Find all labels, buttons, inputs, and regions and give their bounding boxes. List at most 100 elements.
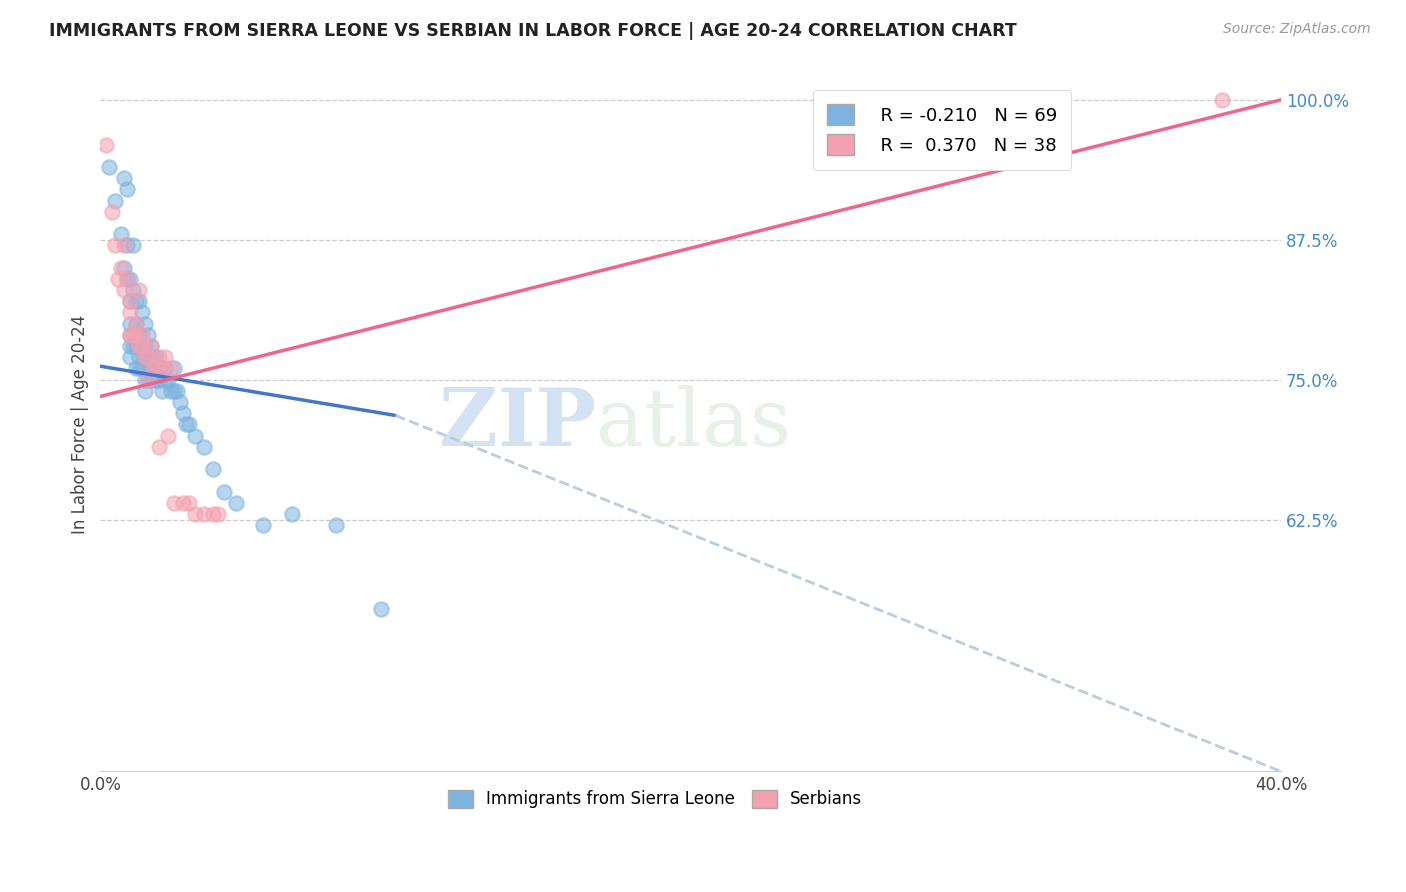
Point	[145, 361, 167, 376]
Point	[166, 384, 188, 398]
Point	[115, 238, 138, 252]
Point	[118, 305, 141, 319]
Point	[131, 339, 153, 353]
Point	[252, 518, 274, 533]
Point	[115, 272, 138, 286]
Point	[281, 507, 304, 521]
Point	[125, 327, 148, 342]
Point	[193, 440, 215, 454]
Point	[155, 351, 177, 365]
Point	[160, 384, 183, 398]
Point	[139, 339, 162, 353]
Point	[131, 327, 153, 342]
Point	[201, 462, 224, 476]
Point	[136, 373, 159, 387]
Point	[112, 238, 135, 252]
Legend: Immigrants from Sierra Leone, Serbians: Immigrants from Sierra Leone, Serbians	[441, 783, 869, 815]
Point	[169, 395, 191, 409]
Point	[142, 361, 165, 376]
Point	[148, 440, 170, 454]
Point	[134, 384, 156, 398]
Point	[136, 351, 159, 365]
Point	[134, 351, 156, 365]
Point	[118, 294, 141, 309]
Point	[142, 373, 165, 387]
Point	[118, 339, 141, 353]
Point	[142, 361, 165, 376]
Point	[121, 327, 143, 342]
Point	[118, 294, 141, 309]
Point	[110, 260, 132, 275]
Point	[115, 272, 138, 286]
Point	[128, 283, 150, 297]
Point	[131, 305, 153, 319]
Point	[128, 327, 150, 342]
Point	[118, 272, 141, 286]
Point	[107, 272, 129, 286]
Point	[150, 384, 173, 398]
Point	[325, 518, 347, 533]
Point	[201, 507, 224, 521]
Point	[104, 238, 127, 252]
Point	[118, 351, 141, 365]
Point	[370, 602, 392, 616]
Point	[155, 361, 177, 376]
Point	[148, 373, 170, 387]
Point	[98, 160, 121, 174]
Point	[115, 182, 138, 196]
Point	[145, 361, 167, 376]
Point	[136, 373, 159, 387]
Point	[101, 204, 124, 219]
Text: atlas: atlas	[596, 385, 792, 464]
Text: ZIP: ZIP	[439, 385, 596, 464]
Point	[148, 351, 170, 365]
Point	[118, 327, 141, 342]
Point	[128, 361, 150, 376]
Point	[145, 351, 167, 365]
Point	[128, 294, 150, 309]
Point	[110, 227, 132, 241]
Point	[134, 339, 156, 353]
Point	[118, 327, 141, 342]
Point	[128, 351, 150, 365]
Point	[184, 428, 207, 442]
Point	[157, 428, 180, 442]
Point	[172, 496, 194, 510]
Point	[148, 361, 170, 376]
Point	[131, 361, 153, 376]
Point	[125, 317, 148, 331]
Point	[112, 171, 135, 186]
Point	[155, 373, 177, 387]
Point	[136, 351, 159, 365]
Point	[131, 339, 153, 353]
Point	[118, 317, 141, 331]
Point	[134, 317, 156, 331]
Point	[125, 317, 148, 331]
Point	[163, 384, 186, 398]
Point	[139, 373, 162, 387]
Point	[121, 339, 143, 353]
Point	[125, 339, 148, 353]
Point	[139, 339, 162, 353]
Point	[150, 361, 173, 376]
Point	[157, 373, 180, 387]
Point	[150, 361, 173, 376]
Point	[112, 283, 135, 297]
Y-axis label: In Labor Force | Age 20-24: In Labor Force | Age 20-24	[72, 315, 89, 534]
Point	[174, 417, 197, 432]
Point	[163, 496, 186, 510]
Text: IMMIGRANTS FROM SIERRA LEONE VS SERBIAN IN LABOR FORCE | AGE 20-24 CORRELATION C: IMMIGRANTS FROM SIERRA LEONE VS SERBIAN …	[49, 22, 1017, 40]
Point	[139, 361, 162, 376]
Point	[177, 417, 200, 432]
Point	[177, 496, 200, 510]
Point	[163, 361, 186, 376]
Point	[104, 194, 127, 208]
Point	[134, 351, 156, 365]
Point	[193, 507, 215, 521]
Point	[96, 137, 118, 152]
Point	[207, 507, 229, 521]
Text: Source: ZipAtlas.com: Source: ZipAtlas.com	[1223, 22, 1371, 37]
Point	[225, 496, 247, 510]
Point	[142, 351, 165, 365]
Point	[172, 406, 194, 420]
